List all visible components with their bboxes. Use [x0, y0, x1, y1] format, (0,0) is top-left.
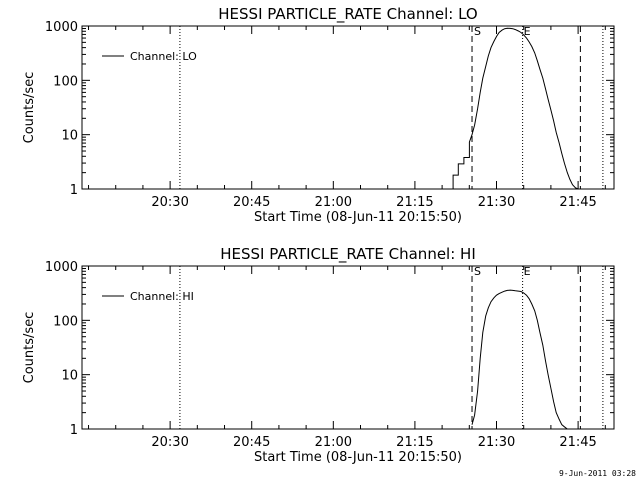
y-tick-label: 1000: [45, 260, 78, 275]
x-tick-label: 21:45: [559, 435, 596, 450]
y-tick-label: 1: [70, 183, 78, 198]
x-tick-label: 21:00: [315, 195, 352, 210]
legend-label: Channel: LO: [130, 50, 197, 63]
x-tick-label: 20:30: [151, 195, 188, 210]
y-tick-label: 100: [53, 314, 78, 329]
x-axis-label: Start Time (08-Jun-11 20:15:50): [254, 450, 462, 465]
legend-label: Channel: HI: [130, 290, 194, 303]
marker-label-e: E: [524, 25, 531, 38]
x-tick-label: 20:45: [233, 195, 270, 210]
x-tick-label: 20:30: [151, 435, 188, 450]
x-axis-label: Start Time (08-Jun-11 20:15:50): [254, 210, 462, 225]
y-axis-label: Counts/sec: [22, 72, 37, 144]
chart-panel-1: [81, 25, 615, 190]
chart-panel-2: [81, 265, 615, 430]
marker-label-s: S: [474, 265, 481, 278]
x-tick-label: 21:15: [396, 195, 433, 210]
chart-title: HESSI PARTICLE_RATE Channel: LO: [218, 5, 477, 24]
x-tick-label: 20:45: [233, 435, 270, 450]
y-tick-label: 10: [61, 369, 78, 384]
y-axis-label: Counts/sec: [22, 312, 37, 384]
series-line-channel-hi: [471, 289, 579, 430]
plot-frame: [81, 265, 615, 430]
marker-label-e: E: [524, 265, 531, 278]
timestamp-footer: 9-Jun-2011 03:28: [558, 469, 636, 478]
x-tick-label: 21:45: [559, 195, 596, 210]
series-line-channel-lo: [452, 27, 581, 190]
y-tick-label: 1: [70, 423, 78, 438]
y-tick-label: 1000: [45, 20, 78, 35]
chart-title: HESSI PARTICLE_RATE Channel: HI: [220, 245, 476, 264]
marker-label-s: S: [474, 25, 481, 38]
plot-frame: [81, 25, 615, 190]
y-tick-label: 100: [53, 74, 78, 89]
x-tick-label: 21:30: [478, 195, 515, 210]
x-tick-label: 21:30: [478, 435, 515, 450]
x-tick-label: 21:00: [315, 435, 352, 450]
y-tick-label: 10: [61, 129, 78, 144]
x-tick-label: 21:15: [396, 435, 433, 450]
